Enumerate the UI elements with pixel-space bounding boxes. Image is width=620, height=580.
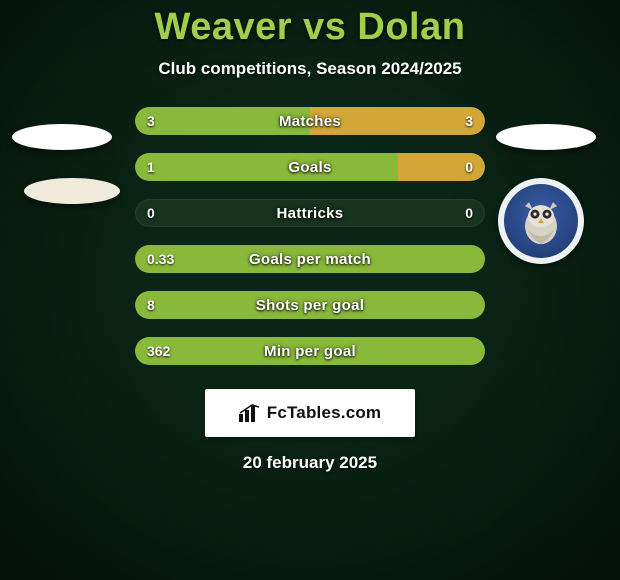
club-badge-oldham (498, 178, 584, 264)
subtitle: Club competitions, Season 2024/2025 (158, 59, 461, 79)
stats-container: 33Matches 10Goals 00Hattricks 0.33Goals per… (135, 107, 485, 365)
footer-date: 20 february 2025 (243, 453, 377, 473)
player-ellipse-2 (496, 124, 596, 150)
stat-label: Min per goal (135, 337, 485, 365)
stat-label: Matches (135, 107, 485, 135)
badge-inner (504, 184, 578, 258)
stat-bar-shots-per-goal: 8Shots per goal (135, 291, 485, 319)
stat-label: Hattricks (135, 199, 485, 227)
stat-label: Shots per goal (135, 291, 485, 319)
fctables-logo[interactable]: FcTables.com (205, 389, 415, 437)
stat-bar-goals-per-match: 0.33Goals per match (135, 245, 485, 273)
stat-label: Goals per match (135, 245, 485, 273)
stat-bar-matches: 33Matches (135, 107, 485, 135)
stat-bar-min-per-goal: 362Min per goal (135, 337, 485, 365)
stat-bar-hattricks: 00Hattricks (135, 199, 485, 227)
player-ellipse-0 (12, 124, 112, 150)
owl-icon (513, 194, 569, 250)
bars-icon (239, 404, 261, 422)
logo-text: FcTables.com (267, 403, 382, 423)
player-ellipse-1 (24, 178, 120, 204)
content-root: Weaver vs Dolan Club competitions, Seaso… (0, 0, 620, 580)
stat-label: Goals (135, 153, 485, 181)
stat-bar-goals: 10Goals (135, 153, 485, 181)
page-title: Weaver vs Dolan (155, 6, 466, 49)
